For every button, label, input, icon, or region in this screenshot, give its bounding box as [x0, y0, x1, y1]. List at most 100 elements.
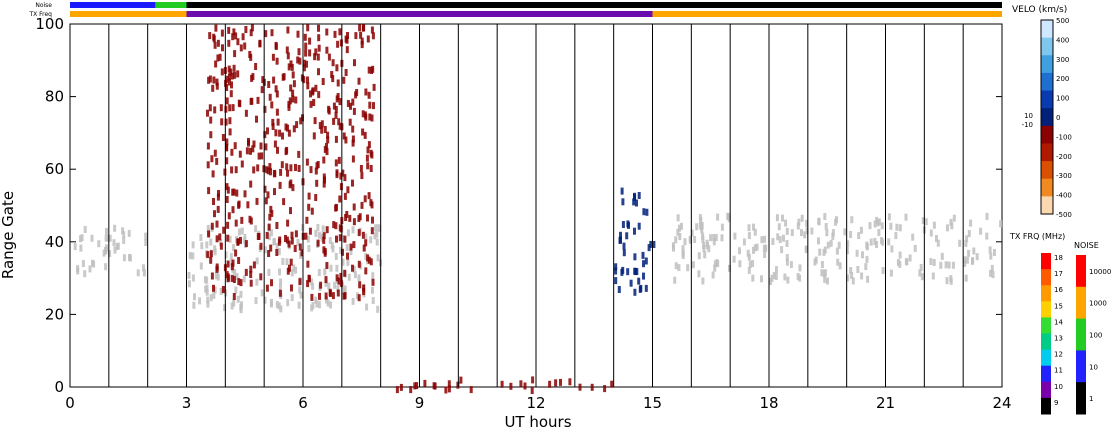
scatter-cell: [322, 173, 326, 181]
scatter-cell: [358, 24, 362, 32]
scatter-cell: [236, 70, 240, 78]
scatter-cell: [106, 234, 110, 242]
scatter-cell: [308, 227, 312, 235]
scatter-cell: [290, 294, 294, 302]
scatter-cell: [144, 239, 148, 246]
scatter-cell: [344, 69, 348, 76]
scatter-cell: [633, 253, 637, 261]
scatter-cell: [649, 240, 653, 248]
scatter-cell: [357, 77, 361, 85]
scatter-cell: [375, 230, 379, 238]
scatter-cell: [300, 74, 304, 82]
scatter-cell: [554, 379, 558, 387]
scatter-cell: [310, 278, 314, 286]
scatter-cell: [116, 242, 120, 250]
scatter-cell: [248, 215, 252, 223]
scatter-cell: [969, 219, 973, 227]
scatter-cell: [738, 260, 742, 268]
scatter-cell: [229, 252, 233, 260]
scatter-cell: [289, 164, 293, 172]
scatter-cell: [568, 378, 572, 386]
scatter-cell: [267, 268, 271, 276]
scatter-cell: [249, 265, 253, 273]
scatter-cell: [273, 188, 276, 196]
scatter-cell: [255, 115, 258, 123]
scatter-cell: [275, 108, 279, 116]
scatter-cell: [963, 259, 967, 267]
scatter-cell: [357, 274, 361, 282]
scatter-cell: [760, 275, 763, 283]
scatter-cell: [294, 230, 298, 238]
scatter-cell: [415, 382, 419, 390]
scatter-cell: [676, 228, 680, 236]
scatter-cell: [826, 277, 829, 285]
scatter-cell: [295, 121, 299, 129]
scatter-cell: [831, 232, 835, 240]
scatter-cell: [641, 251, 645, 259]
scatter-cell: [254, 297, 258, 305]
velocity-scale-label: -100: [1056, 133, 1072, 141]
velocity-colorbar-frame: [1040, 19, 1054, 215]
scatter-cell: [278, 289, 282, 297]
scatter-cell: [697, 270, 701, 278]
scatter-cell: [221, 44, 224, 52]
scatter-cell: [207, 230, 211, 238]
scatter-cell: [220, 118, 224, 126]
scatter-cell: [291, 184, 295, 192]
scatter-cell: [967, 230, 971, 237]
scatter-cell: [304, 232, 308, 240]
scatter-cell: [360, 201, 364, 209]
scatter-cell: [274, 41, 278, 49]
scatter-cell: [865, 255, 869, 263]
txfreq-swatch: [1041, 301, 1051, 318]
scatter-cell: [343, 235, 347, 243]
scatter-cell: [370, 67, 374, 74]
scatter-cell: [686, 264, 690, 272]
scatter-cell: [281, 73, 285, 81]
scatter-cell: [346, 32, 349, 39]
scatter-cell: [861, 251, 864, 259]
txfreq-swatch: [1041, 285, 1051, 302]
scatter-cell: [240, 216, 244, 224]
scatter-cell: [314, 296, 318, 304]
scatter-cell: [221, 134, 225, 141]
scatter-cell: [316, 161, 320, 168]
noise-swatch: [1076, 255, 1086, 288]
scatter-cell: [990, 264, 994, 272]
scatter-cell: [509, 382, 513, 390]
scatter-cell: [357, 260, 361, 268]
scatter-cell: [281, 132, 284, 140]
scatter-cell: [286, 169, 289, 177]
scatter-cell: [80, 234, 84, 242]
scatter-cell: [317, 24, 320, 32]
scatter-cell: [771, 238, 775, 245]
scatter-cell: [288, 97, 292, 105]
scatter-cell: [330, 241, 334, 249]
scatter-cell: [371, 216, 374, 224]
scatter-cell: [797, 218, 801, 226]
scatter-cell: [940, 252, 944, 260]
scatter-cell: [257, 152, 261, 160]
scatter-cell: [846, 274, 850, 282]
txfreq-swatch: [1041, 253, 1051, 270]
scatter-cell: [284, 148, 288, 156]
scatter-cell: [645, 208, 649, 216]
scatter-cell: [289, 207, 292, 215]
scatter-cell: [267, 250, 271, 257]
scatter-cell: [367, 256, 371, 264]
velocity-scale-label: 500: [1056, 17, 1069, 25]
scatter-cell: [315, 300, 319, 308]
scatter-cell: [231, 33, 235, 41]
scatter-cell: [206, 300, 210, 308]
scatter-cell: [727, 213, 731, 220]
scatter-cell: [629, 279, 633, 287]
txfreq-scale-label: 11: [1054, 367, 1063, 375]
scatter-cell: [693, 236, 697, 243]
scatter-cell: [305, 158, 309, 166]
scatter-cell: [634, 268, 638, 276]
scatter-cell: [351, 125, 355, 133]
scatter-cell: [343, 285, 347, 293]
scatter-cell: [373, 232, 377, 240]
scatter-cell: [338, 98, 342, 106]
scatter-cell: [362, 244, 366, 252]
